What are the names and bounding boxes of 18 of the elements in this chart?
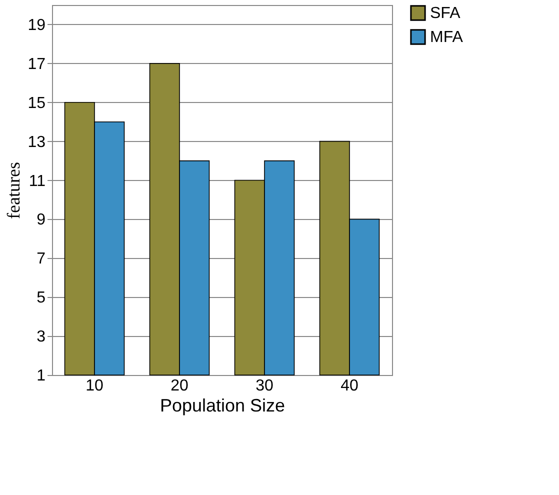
y-tick-label: 15 xyxy=(28,94,46,112)
y-tick-label: 11 xyxy=(28,172,46,190)
x-tick-label: 30 xyxy=(256,378,274,394)
x-tick-label: 10 xyxy=(86,378,104,394)
y-tick-label: 9 xyxy=(36,212,46,229)
y-axis-title: features xyxy=(4,162,24,219)
y-tick-label: 13 xyxy=(28,134,46,151)
legend-label: MFA xyxy=(430,29,464,46)
y-tick-label: 1 xyxy=(36,368,46,384)
y-tick-label: 19 xyxy=(28,16,46,34)
x-tick-label: 20 xyxy=(170,378,188,394)
y-tick-label: 5 xyxy=(36,290,46,307)
y-tick-label: 17 xyxy=(28,56,46,73)
y-tick-label: 3 xyxy=(36,328,46,346)
y-tick-label: 7 xyxy=(36,250,46,268)
legend-label: SFA xyxy=(430,5,461,22)
x-tick-label: 40 xyxy=(340,378,358,394)
x-axis-title: Population Size xyxy=(160,396,286,416)
